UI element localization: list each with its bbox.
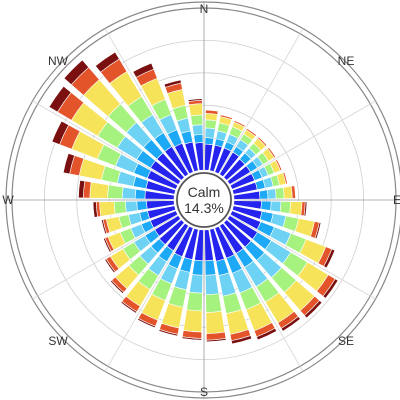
wind-bar-bin-5 xyxy=(289,201,303,216)
wind-bar-bin-5 xyxy=(205,310,226,334)
grid-spoke xyxy=(32,100,179,186)
wind-bar-bin-3 xyxy=(173,269,191,291)
wind-bar-bin-7 xyxy=(78,180,86,199)
wind-bar-bin-5 xyxy=(99,201,116,217)
wind-bar-bin-7 xyxy=(62,152,75,175)
wind-bar-bin-6 xyxy=(219,114,233,120)
wind-bar-bin-4 xyxy=(205,293,222,313)
wind-bar-bin-7 xyxy=(92,201,98,218)
wind-bar-bin-6 xyxy=(282,171,288,185)
wind-bar-bin-7 xyxy=(323,248,336,269)
wind-bar-bin-7 xyxy=(103,237,112,253)
grid-spoke xyxy=(104,225,190,372)
wind-bar-bin-3 xyxy=(204,127,216,139)
wind-bar-bin-2 xyxy=(260,200,272,211)
wind-bar-bin-7 xyxy=(206,338,227,343)
wind-bar-bin-7 xyxy=(322,278,339,299)
wind-bar-bin-7 xyxy=(256,327,278,341)
wind-bar-bin-5 xyxy=(188,103,203,117)
wind-bar-bin-2 xyxy=(191,259,204,276)
wind-bar-bin-5 xyxy=(78,158,106,181)
direction-label-nw: NW xyxy=(48,54,69,68)
direction-label-ne: NE xyxy=(338,54,355,68)
grid-spoke xyxy=(104,28,190,175)
wind-bar-bin-4 xyxy=(190,114,203,126)
wind-bar-bin-2 xyxy=(204,259,217,276)
wind-bar-bin-7 xyxy=(187,98,203,102)
direction-label-n: N xyxy=(200,2,209,16)
wind-bar-bin-2 xyxy=(258,189,269,200)
wind-bar-bin-4 xyxy=(113,201,127,215)
direction-label-se: SE xyxy=(338,334,354,348)
wind-bar-bin-7 xyxy=(280,316,301,332)
wind-bar-bin-3 xyxy=(121,186,137,200)
wind-bar-bin-7 xyxy=(51,120,70,145)
wind-bar-bin-3 xyxy=(189,274,203,294)
wind-bar-bin-6 xyxy=(290,185,296,199)
wind-bar-bin-3 xyxy=(205,274,220,296)
wind-bar-bin-7 xyxy=(120,300,138,314)
wind-bar-bin-7 xyxy=(231,335,253,345)
wind-bar-bin-2 xyxy=(136,200,148,211)
wind-bar-bin-4 xyxy=(107,184,124,199)
wind-bar-bin-7 xyxy=(158,329,179,337)
wind-bar-bin-3 xyxy=(270,200,282,213)
wind-bar-bin-7 xyxy=(181,336,202,341)
wind-rose-bars xyxy=(48,51,339,345)
direction-label-s: S xyxy=(200,385,208,399)
wind-bar-bin-7 xyxy=(304,300,323,319)
polar-grid xyxy=(5,1,400,399)
wind-bar-bin-5 xyxy=(282,185,293,199)
wind-bar-bin-2 xyxy=(193,134,204,144)
wind-bar-bin-7 xyxy=(48,85,72,113)
wind-bar-bin-4 xyxy=(186,291,203,312)
wind-bar-bin-3 xyxy=(125,200,138,213)
wind-bar-bin-4 xyxy=(204,119,217,130)
direction-label-w: W xyxy=(2,193,14,207)
wind-bar-bin-7 xyxy=(104,258,116,274)
wind-bar-bin-7 xyxy=(137,317,156,329)
direction-label-sw: SW xyxy=(48,334,68,348)
wind-bar-bin-3 xyxy=(116,170,137,187)
wind-bar-bin-7 xyxy=(132,62,155,78)
grid-spoke xyxy=(229,214,376,300)
wind-bar-bin-6 xyxy=(275,159,283,172)
calm-value: 14.3% xyxy=(184,200,224,216)
wind-bar-bin-6 xyxy=(205,109,219,115)
wind-bar-bin-7 xyxy=(163,79,182,88)
grid-spoke xyxy=(229,100,376,186)
wind-bar-bin-2 xyxy=(134,188,146,200)
wind-bar-bin-6 xyxy=(233,120,246,128)
calm-indicator: Calm 14.3% xyxy=(176,172,232,228)
calm-label: Calm xyxy=(188,184,221,200)
wind-bar-bin-7 xyxy=(314,222,322,240)
wind-bar-bin-5 xyxy=(89,181,110,199)
wind-bar-bin-7 xyxy=(63,59,90,86)
wind-bar-bin-3 xyxy=(191,124,204,136)
wind-bar-bin-5 xyxy=(182,309,203,333)
wind-bar-bin-6 xyxy=(257,136,268,147)
wind-bar-bin-2 xyxy=(204,137,215,146)
wind-bar-bin-4 xyxy=(279,201,291,214)
wind-bar-bin-6 xyxy=(245,128,257,137)
wind-bar-bin-7 xyxy=(303,201,308,217)
grid-spoke xyxy=(32,214,179,300)
wind-bar-bin-2 xyxy=(215,258,230,276)
wind-bar-bin-7 xyxy=(110,279,125,294)
direction-label-e: E xyxy=(393,193,400,207)
grid-spoke xyxy=(218,28,304,175)
calm-circle xyxy=(176,172,232,228)
wind-bar-bin-6 xyxy=(267,147,276,159)
grid-spoke xyxy=(218,225,304,372)
wind-bar-bin-7 xyxy=(94,51,120,73)
wind-bar-bin-5 xyxy=(205,113,218,122)
wind-bar-bin-4 xyxy=(274,187,285,200)
wind-bar-bin-7 xyxy=(101,219,108,235)
wind-bar-bin-3 xyxy=(266,188,277,200)
